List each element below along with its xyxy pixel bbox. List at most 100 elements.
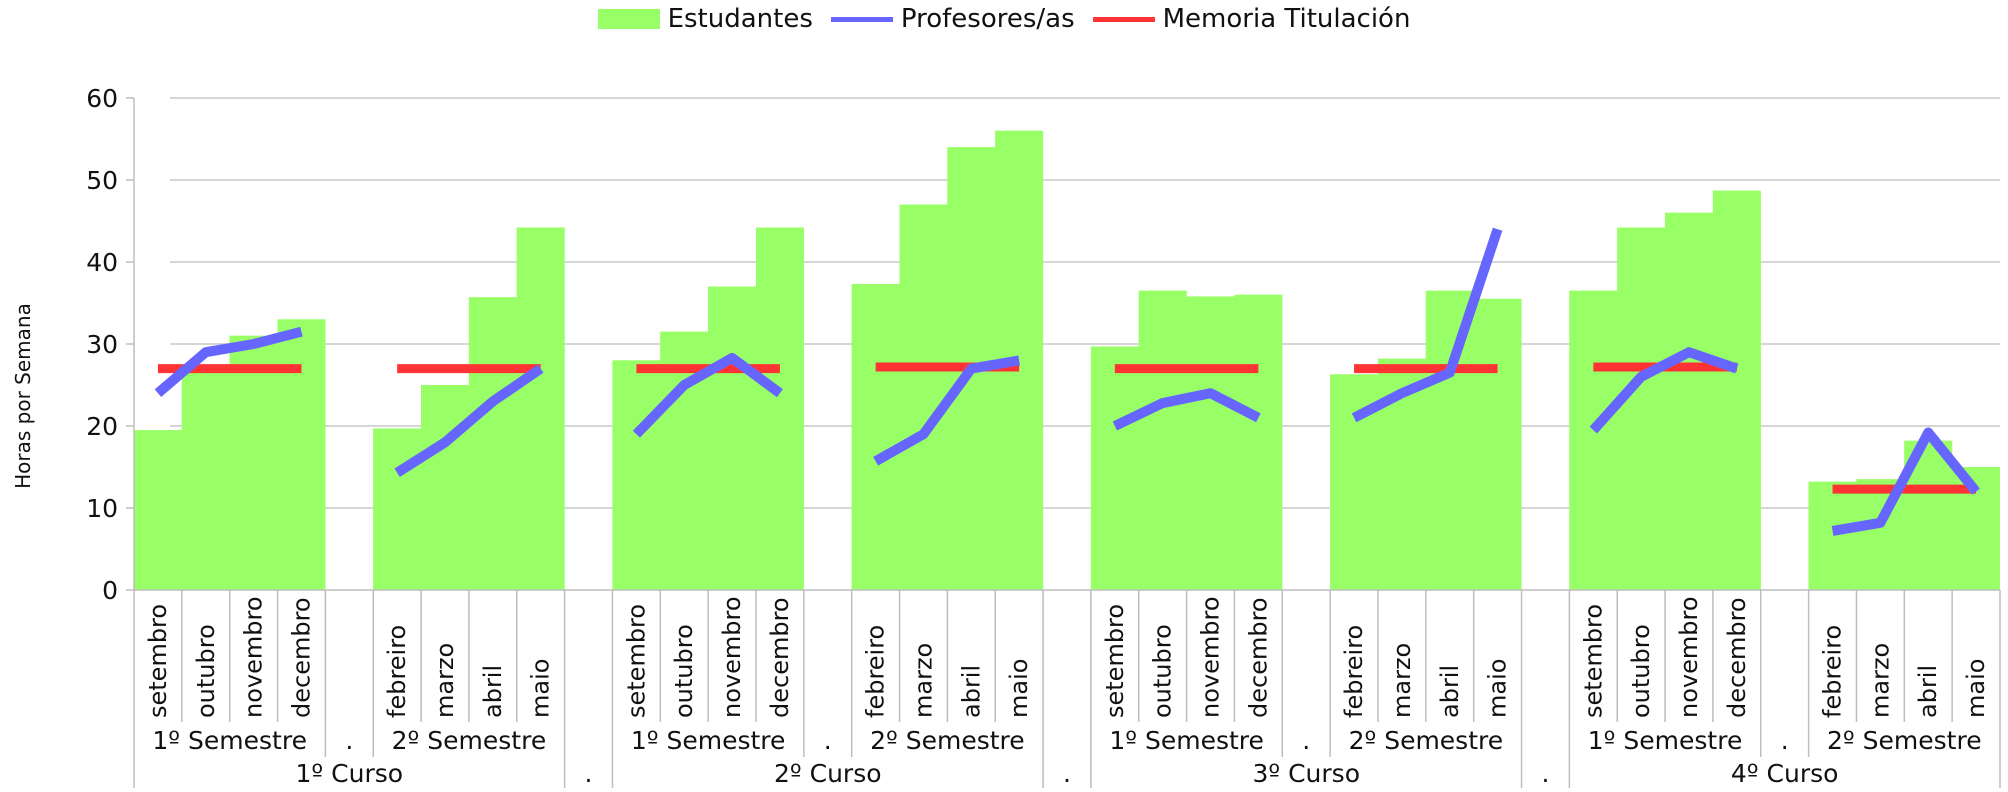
students-bar [1234, 294, 1283, 590]
legend-item-students: Estudantes [597, 4, 813, 34]
curso-label: 4º Curso [1731, 759, 1839, 788]
students-bar [899, 204, 948, 590]
students-bar [851, 284, 900, 590]
semester-label: 2º Semestre [1349, 726, 1504, 755]
y-tick-label: 40 [86, 248, 118, 277]
y-tick-label: 10 [86, 494, 118, 523]
month-label: outubro [670, 624, 698, 718]
semester-label: 1º Semestre [631, 726, 786, 755]
students-bar [1186, 296, 1235, 590]
teachers-swatch [830, 16, 893, 22]
curso-label: 1º Curso [296, 759, 404, 788]
month-label: maio [527, 659, 555, 718]
teachers-line [154, 326, 303, 397]
separator-label: . [1302, 726, 1310, 755]
month-label: novembro [240, 597, 268, 719]
month-label: maio [1005, 659, 1033, 718]
separator-label: . [585, 759, 593, 788]
legend-label-memoria: Memoria Titulación [1162, 4, 1411, 34]
month-label: outubro [1627, 624, 1655, 718]
students-bar [516, 227, 565, 590]
semester-label: 1º Semestre [152, 726, 307, 755]
memoria-swatch [1092, 16, 1155, 22]
teachers-line [1112, 388, 1261, 431]
students-bar [277, 319, 326, 590]
students-bar [1473, 298, 1522, 590]
students-bar [1617, 227, 1666, 590]
month-label: maio [1962, 659, 1990, 718]
teachers-line [394, 364, 544, 477]
month-label: setembro [144, 604, 172, 718]
month-label: maio [1484, 659, 1512, 718]
teachers-line [1831, 427, 1980, 536]
legend: Estudantes Profesores/as Memoria Titulac… [0, 4, 2008, 34]
y-tick-label: 60 [86, 84, 118, 113]
month-label: outubro [192, 624, 220, 718]
month-label: setembro [1579, 604, 1607, 718]
month-label: febreiro [383, 625, 411, 718]
curso-label: 3º Curso [1252, 759, 1360, 788]
month-label: decembro [1244, 597, 1272, 718]
semester-label: 1º Semestre [1588, 726, 1743, 755]
curso-label: 2º Curso [774, 759, 882, 788]
semester-label: 1º Semestre [1109, 726, 1264, 755]
students-bar [468, 297, 517, 590]
month-label: febreiro [862, 625, 890, 718]
month-label: setembro [1101, 604, 1129, 718]
month-label: abril [957, 665, 985, 718]
month-label: marzo [431, 643, 459, 718]
month-label: marzo [1866, 643, 1894, 718]
month-label: marzo [909, 643, 937, 718]
teachers-line [632, 352, 783, 438]
students-swatch [597, 9, 660, 29]
y-tick-label: 50 [86, 166, 118, 195]
month-label: marzo [1388, 643, 1416, 718]
students-bar [612, 360, 661, 590]
y-tick-label: 20 [86, 412, 118, 441]
month-label: setembro [622, 604, 650, 718]
legend-item-memoria: Memoria Titulación [1092, 4, 1411, 34]
month-label: febreiro [1819, 625, 1847, 718]
students-bar [134, 430, 182, 590]
month-label: febreiro [1340, 625, 1368, 718]
students-bar [756, 227, 804, 590]
students-bar [373, 428, 422, 590]
legend-label-students: Estudantes [667, 4, 813, 34]
teachers-line [873, 355, 1020, 466]
students-bar [1808, 481, 1857, 590]
legend-item-teachers: Profesores/as [830, 4, 1075, 34]
month-label: decembro [766, 597, 794, 718]
month-label: novembro [1197, 597, 1225, 719]
students-bar [708, 286, 756, 590]
month-label: abril [1436, 665, 1464, 718]
teachers-line [1589, 347, 1739, 434]
students-bar [1569, 290, 1618, 590]
month-label: abril [1914, 665, 1942, 718]
month-label: outubro [1149, 624, 1177, 718]
month-label: decembro [287, 597, 315, 718]
semester-label: 2º Semestre [392, 726, 547, 755]
month-label: decembro [1723, 597, 1751, 718]
semester-label: 2º Semestre [1827, 726, 1982, 755]
separator-label: . [1063, 759, 1071, 788]
separator-label: . [345, 726, 353, 755]
month-label: novembro [718, 597, 746, 719]
separator-label: . [1541, 759, 1549, 788]
teachers-line [1351, 227, 1503, 423]
semester-label: 2º Semestre [870, 726, 1025, 755]
students-bar [229, 335, 278, 590]
y-tick-label: 30 [86, 330, 118, 359]
month-label: abril [479, 665, 507, 718]
legend-label-teachers: Profesores/as [900, 4, 1075, 34]
y-tick-label: 0 [102, 576, 118, 605]
separator-label: . [1781, 726, 1789, 755]
students-bar [1138, 290, 1187, 590]
students-bar [181, 372, 230, 590]
month-label: novembro [1675, 597, 1703, 719]
students-bar [1712, 190, 1761, 590]
students-bar [421, 385, 469, 590]
separator-label: . [824, 726, 832, 755]
students-bar [1665, 212, 1713, 591]
students-bar [1090, 346, 1139, 590]
